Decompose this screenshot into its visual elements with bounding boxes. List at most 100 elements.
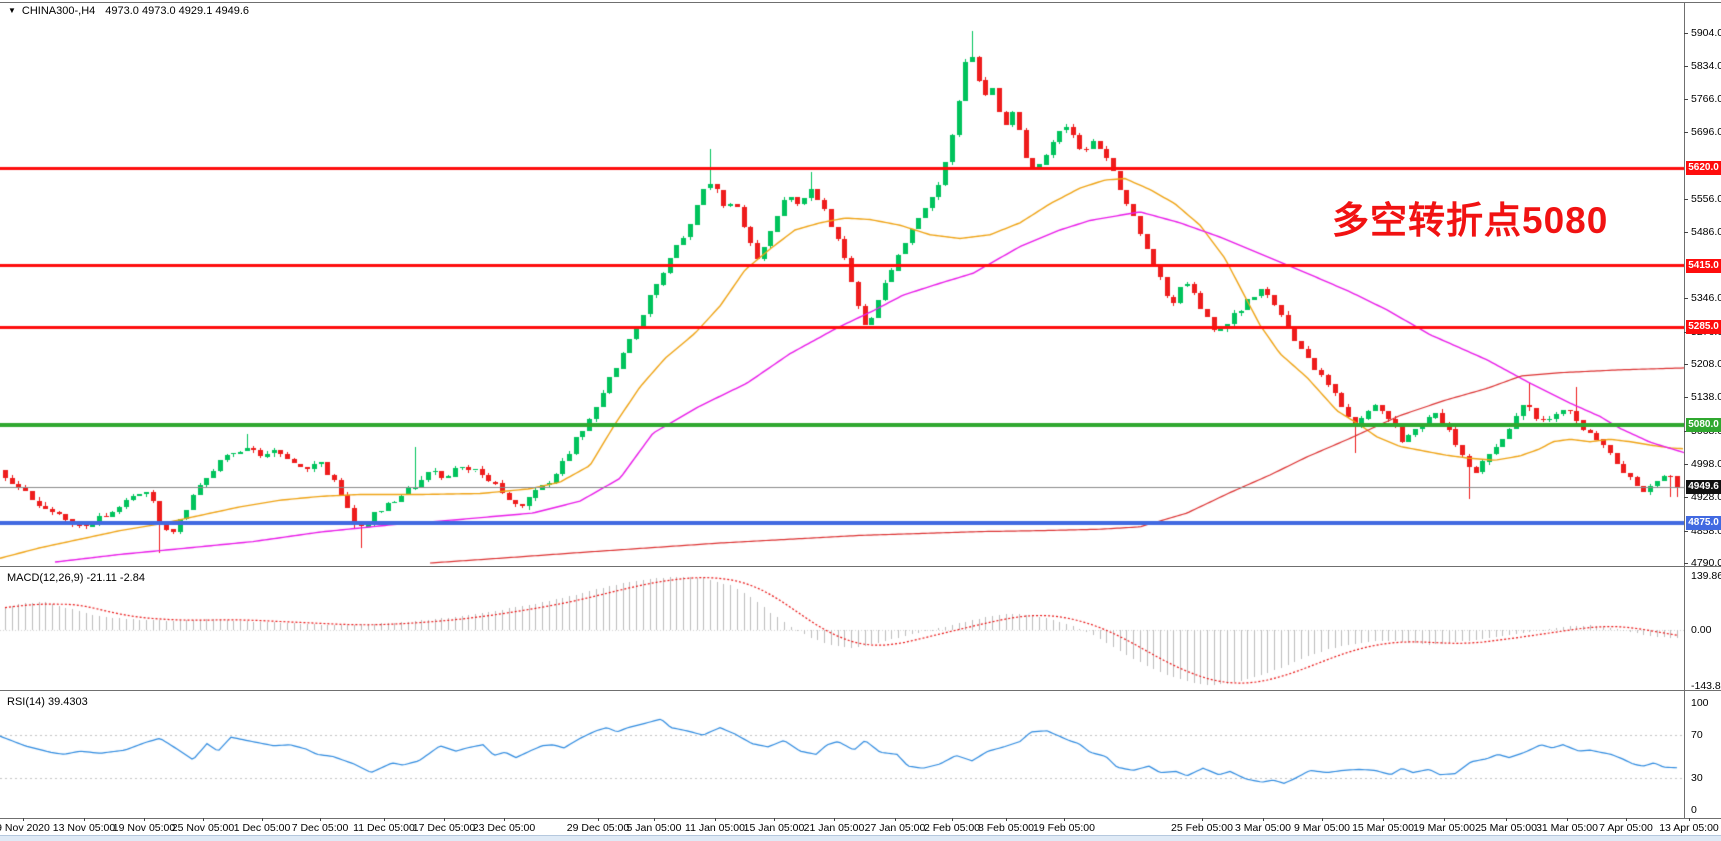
time-axis[interactable]: 9 Nov 2020 13 Nov 05:00 19 Nov 05:00 25 Nov… — [0, 818, 1721, 835]
price-axis-tick-mark — [1684, 298, 1688, 299]
price-axis-tick-mark — [1684, 464, 1688, 465]
time-axis-tick-mark — [1506, 818, 1507, 821]
price-axis-tick-label: 5486.0 — [1691, 226, 1721, 238]
time-axis-tick-mark — [952, 818, 953, 821]
price-axis-tick-mark — [1684, 66, 1688, 67]
price-axis[interactable]: 5904.0 5834.0 5766.0 5696.0 5556.0 5486.0 5346… — [1684, 0, 1721, 818]
time-axis-tick-mark — [1006, 818, 1007, 821]
price-axis-tick-mark — [1684, 531, 1688, 532]
time-axis-tick-mark — [203, 818, 204, 821]
price-axis-tick-label: 5346.0 — [1691, 292, 1721, 304]
price-axis-tick-label: 5556.0 — [1691, 193, 1721, 205]
rsi-indicator-panel[interactable] — [0, 693, 1684, 818]
price-axis-tick-label: 4790.0 — [1691, 557, 1721, 569]
rsi-axis-tick-label: 70 — [1691, 729, 1703, 741]
price-axis-tick-mark — [1684, 132, 1688, 133]
time-axis-tick-mark — [262, 818, 263, 821]
price-axis-tick-label: 5834.0 — [1691, 60, 1721, 72]
time-axis-tick-mark — [654, 818, 655, 821]
macd-indicator-panel[interactable] — [0, 570, 1684, 689]
ohlc-values: 4973.0 4973.0 4929.1 4949.6 — [105, 5, 250, 17]
time-axis-tick-mark — [23, 818, 24, 821]
main-macd-separator[interactable] — [0, 566, 1721, 567]
time-axis-label: 23 Dec 05:00 — [472, 822, 536, 834]
time-axis-label: 2 Feb 05:00 — [923, 822, 981, 834]
price-level-badge: 4875.0 — [1686, 516, 1721, 530]
rsi-axis-tick-label: 100 — [1691, 697, 1709, 709]
price-axis-tick-mark — [1684, 497, 1688, 498]
time-axis-label: 25 Mar 05:00 — [1475, 822, 1537, 834]
price-level-badge: 5285.0 — [1686, 320, 1721, 334]
macd-axis-tick-label: 0.00 — [1691, 624, 1712, 636]
time-axis-label: 21 Jan 05:00 — [803, 822, 865, 834]
time-axis-label: 19 Feb 05:00 — [1033, 822, 1095, 834]
symbol-period-label: CHINA300-,H4 — [21, 5, 96, 17]
collapse-arrow-icon[interactable]: ▼ — [8, 6, 16, 15]
price-axis-tick-label: 5696.0 — [1691, 126, 1721, 138]
price-axis-tick-mark — [1684, 397, 1688, 398]
text-annotation: 多空转折点5080 — [1332, 200, 1609, 241]
time-axis-label: 9 Mar 05:00 — [1293, 822, 1351, 834]
time-axis-label: 7 Apr 05:00 — [1599, 822, 1653, 834]
time-axis-label: 25 Feb 05:00 — [1171, 822, 1233, 834]
price-axis-tick-label: 5138.0 — [1691, 391, 1721, 403]
time-axis-tick-mark — [1202, 818, 1203, 821]
chart-header: ▼ CHINA300-,H4 4973.0 4973.0 4929.1 4949.6 — [8, 5, 249, 17]
macd-axis-tick-label: 139.86 — [1691, 570, 1721, 582]
time-axis-label: 19 Nov 05:00 — [112, 822, 176, 834]
price-axis-tick-mark — [1684, 33, 1688, 34]
price-axis-tick-label: 4998.0 — [1691, 458, 1721, 470]
price-axis-tick-mark — [1684, 364, 1688, 365]
price-axis-tick-mark — [1684, 99, 1688, 100]
main-price-chart[interactable] — [0, 3, 1684, 566]
price-axis-tick-mark — [1684, 563, 1688, 564]
time-axis-tick-mark — [444, 818, 445, 821]
time-axis-label: 31 Mar 05:00 — [1536, 822, 1598, 834]
time-axis-label: 9 Nov 2020 — [0, 822, 50, 834]
time-axis-tick-mark — [144, 818, 145, 821]
time-axis-label: 11 Jan 05:00 — [685, 822, 745, 834]
time-axis-label: 15 Jan 05:00 — [743, 822, 805, 834]
macd-axis-tick-label: -143.82 — [1691, 680, 1721, 692]
price-axis-tick-label: 5766.0 — [1691, 93, 1721, 105]
time-axis-label: 15 Mar 05:00 — [1352, 822, 1414, 834]
time-axis-label: 19 Mar 05:00 — [1413, 822, 1475, 834]
time-axis-label: 25 Nov 05:00 — [171, 822, 235, 834]
time-axis-tick-mark — [834, 818, 835, 821]
time-axis-label: 17 Dec 05:00 — [412, 822, 476, 834]
time-axis-tick-mark — [1567, 818, 1568, 821]
price-level-badge: 5415.0 — [1686, 259, 1721, 273]
time-axis-label: 11 Dec 05:00 — [353, 822, 415, 834]
bottom-strip — [0, 835, 1721, 841]
time-axis-label: 3 Mar 05:00 — [1234, 822, 1292, 834]
time-axis-tick-mark — [1689, 818, 1690, 821]
time-axis-tick-mark — [320, 818, 321, 821]
time-axis-tick-mark — [384, 818, 385, 821]
time-axis-tick-mark — [598, 818, 599, 821]
macd-label: MACD(12,26,9) -21.11 -2.84 — [7, 572, 145, 584]
time-axis-tick-mark — [715, 818, 716, 821]
time-axis-tick-mark — [774, 818, 775, 821]
price-axis-tick-label: 4928.0 — [1691, 491, 1721, 503]
time-axis-tick-mark — [84, 818, 85, 821]
time-axis-label: 13 Nov 05:00 — [52, 822, 116, 834]
price-axis-tick-label: 5208.0 — [1691, 358, 1721, 370]
price-axis-tick-mark — [1684, 199, 1688, 200]
time-axis-tick-mark — [1263, 818, 1264, 821]
time-axis-tick-mark — [1383, 818, 1384, 821]
current-price-badge: 4949.6 — [1686, 480, 1721, 494]
time-axis-tick-mark — [895, 818, 896, 821]
macd-rsi-separator[interactable] — [0, 690, 1721, 691]
price-level-badge: 5620.0 — [1686, 161, 1721, 175]
price-axis-tick-label: 5904.0 — [1691, 27, 1721, 39]
time-axis-tick-mark — [1322, 818, 1323, 821]
time-axis-label: 8 Feb 05:00 — [977, 822, 1035, 834]
time-axis-label: 29 Dec 05:00 — [566, 822, 630, 834]
time-axis-label: 1 Dec 05:00 — [233, 822, 291, 834]
time-axis-tick-mark — [1444, 818, 1445, 821]
time-axis-tick-mark — [1626, 818, 1627, 821]
time-axis-label: 27 Jan 05:00 — [864, 822, 926, 834]
time-axis-label: 13 Apr 05:00 — [1659, 822, 1719, 834]
price-axis-border — [1684, 2, 1685, 818]
